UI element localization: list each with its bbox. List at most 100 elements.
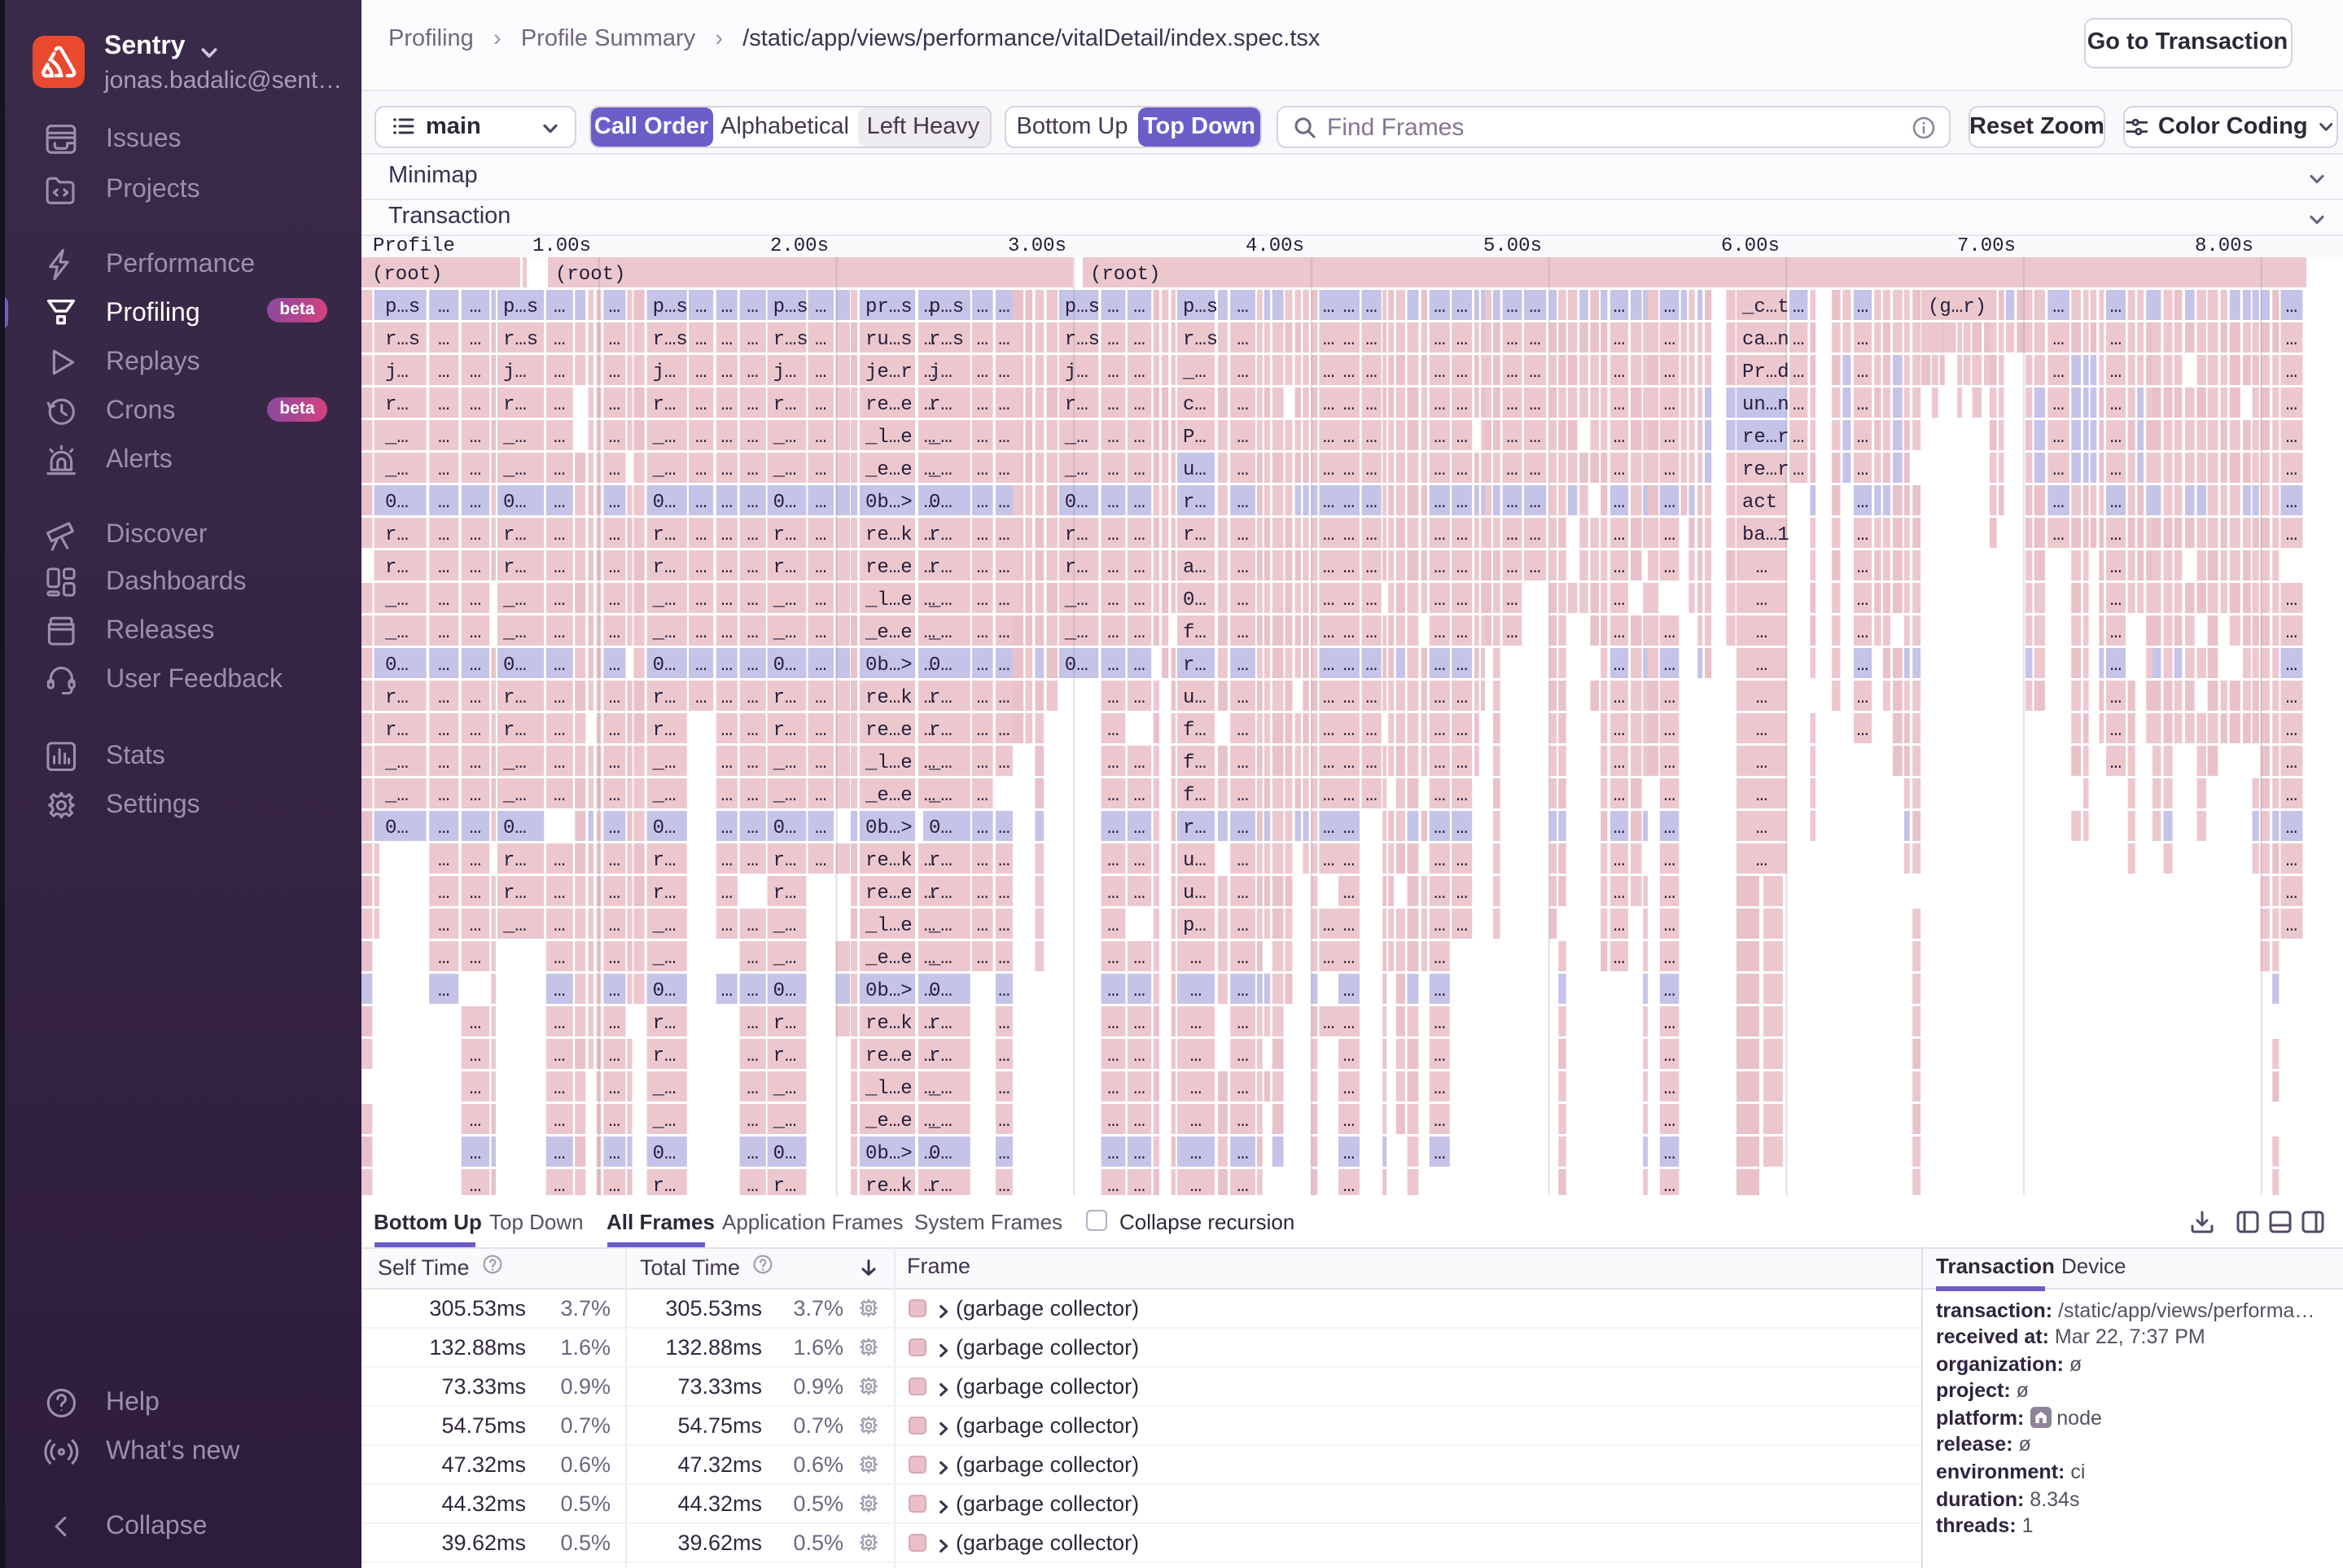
svg-text:un…n: un…n	[1741, 394, 1789, 416]
svg-text:…: …	[1132, 785, 1144, 807]
svg-text:…: …	[1342, 785, 1354, 807]
svg-text:…: …	[1322, 915, 1334, 937]
svg-text:…: …	[997, 980, 1009, 1002]
svg-text:…: …	[746, 329, 757, 351]
svg-text:…: …	[997, 752, 1009, 774]
svg-text:_…: _…	[772, 589, 796, 611]
svg-text:…: …	[553, 622, 564, 644]
svg-text:…: …	[2052, 361, 2063, 383]
svg-text:…: …	[469, 720, 480, 742]
svg-text:…: …	[437, 361, 449, 383]
svg-text:…: …	[553, 394, 564, 416]
svg-text:…: …	[1528, 459, 1539, 481]
svg-text:r…: r…	[928, 687, 952, 709]
svg-text:…: …	[553, 720, 564, 742]
svg-text:…: …	[2285, 915, 2297, 937]
svg-text:…: …	[437, 915, 449, 937]
svg-text:…: …	[923, 915, 935, 937]
svg-text:…: …	[746, 492, 757, 514]
svg-text:…: …	[720, 622, 732, 644]
svg-text:…: …	[1433, 948, 1444, 970]
svg-text:…: …	[814, 361, 826, 383]
svg-text:…: …	[1132, 524, 1144, 546]
svg-text:…: …	[997, 1143, 1009, 1165]
svg-text:f…: f…	[1182, 785, 1206, 807]
svg-text:…: …	[997, 817, 1009, 839]
svg-text:…: …	[1456, 296, 1467, 318]
svg-text:…: …	[1322, 948, 1334, 970]
svg-text:_e…e: _e…e	[864, 785, 912, 807]
svg-text:…: …	[1322, 687, 1334, 709]
svg-text:…: …	[1236, 948, 1247, 970]
svg-text:…: …	[1856, 394, 1868, 416]
svg-text:…: …	[1663, 720, 1675, 742]
svg-text:…: …	[720, 850, 732, 872]
svg-text:…: …	[694, 427, 706, 449]
svg-text:re…e: re…e	[865, 883, 912, 904]
svg-text:_…: _…	[383, 622, 408, 644]
svg-text:_…: _…	[651, 622, 676, 644]
svg-text:_l…e: _l…e	[864, 427, 912, 449]
svg-text:…: …	[1322, 394, 1334, 416]
svg-text:…: …	[608, 1143, 620, 1165]
svg-text:…: …	[997, 1110, 1009, 1132]
svg-text:…: …	[1236, 655, 1247, 677]
svg-text:…: …	[1342, 329, 1354, 351]
svg-text:…: …	[1322, 850, 1334, 872]
svg-text:…: …	[1236, 883, 1247, 904]
svg-text:0…: 0…	[652, 655, 676, 677]
svg-text:…: …	[1433, 1078, 1444, 1100]
svg-text:…: …	[2285, 524, 2297, 546]
svg-text:…: …	[997, 850, 1009, 872]
svg-text:…: …	[1755, 622, 1767, 644]
svg-text:…: …	[746, 557, 757, 579]
svg-text:…: …	[1322, 361, 1334, 383]
svg-text:r…: r…	[502, 557, 526, 579]
svg-text:r…: r…	[928, 883, 952, 904]
svg-text:a…: a…	[1182, 557, 1206, 579]
svg-text:u…: u…	[1182, 850, 1206, 872]
svg-text:…: …	[469, 296, 480, 318]
svg-text:_…: _…	[927, 622, 952, 644]
svg-text:…: …	[1132, 329, 1144, 351]
svg-text:…: …	[1132, 948, 1144, 970]
svg-text:…: …	[814, 394, 826, 416]
svg-text:_…: _…	[501, 427, 526, 449]
svg-text:…: …	[1856, 427, 1868, 449]
svg-text:…: …	[746, 980, 757, 1002]
svg-text:0…: 0…	[773, 817, 796, 839]
svg-text:_…: _…	[651, 915, 676, 937]
svg-text:_…: _…	[651, 948, 676, 970]
svg-text:…: …	[814, 296, 826, 318]
svg-text:…: …	[1505, 524, 1517, 546]
svg-text:…: …	[1613, 361, 1624, 383]
svg-text:…: …	[1663, 817, 1675, 839]
svg-text:…: …	[1505, 492, 1517, 514]
svg-text:…: …	[720, 329, 732, 351]
svg-text:…: …	[1189, 1143, 1201, 1165]
svg-text:…: …	[997, 557, 1009, 579]
svg-text:_…: _…	[651, 1110, 676, 1132]
svg-text:ru…s: ru…s	[865, 329, 912, 351]
svg-text:…: …	[1342, 687, 1354, 709]
svg-text:…: …	[2109, 557, 2121, 579]
svg-text:…: …	[997, 427, 1009, 449]
svg-text:…: …	[720, 427, 732, 449]
svg-text:r…: r…	[773, 1045, 796, 1067]
svg-text:…: …	[997, 1078, 1009, 1100]
svg-text:re…e: re…e	[865, 720, 912, 742]
svg-text:…: …	[2285, 785, 2297, 807]
svg-text:…: …	[1189, 980, 1201, 1002]
svg-text:…: …	[1613, 655, 1624, 677]
svg-text:…: …	[608, 1176, 620, 1195]
svg-text:…: …	[814, 655, 826, 677]
svg-text:…: …	[469, 1078, 480, 1100]
svg-text:…: …	[1236, 1045, 1247, 1067]
svg-text:…: …	[2285, 655, 2297, 677]
svg-text:_…: _…	[927, 589, 952, 611]
svg-text:pr…s: pr…s	[865, 296, 912, 318]
svg-text:…: …	[1236, 1013, 1247, 1035]
svg-text:…: …	[553, 329, 564, 351]
svg-text:…: …	[2285, 459, 2297, 481]
svg-text:…: …	[437, 296, 449, 318]
